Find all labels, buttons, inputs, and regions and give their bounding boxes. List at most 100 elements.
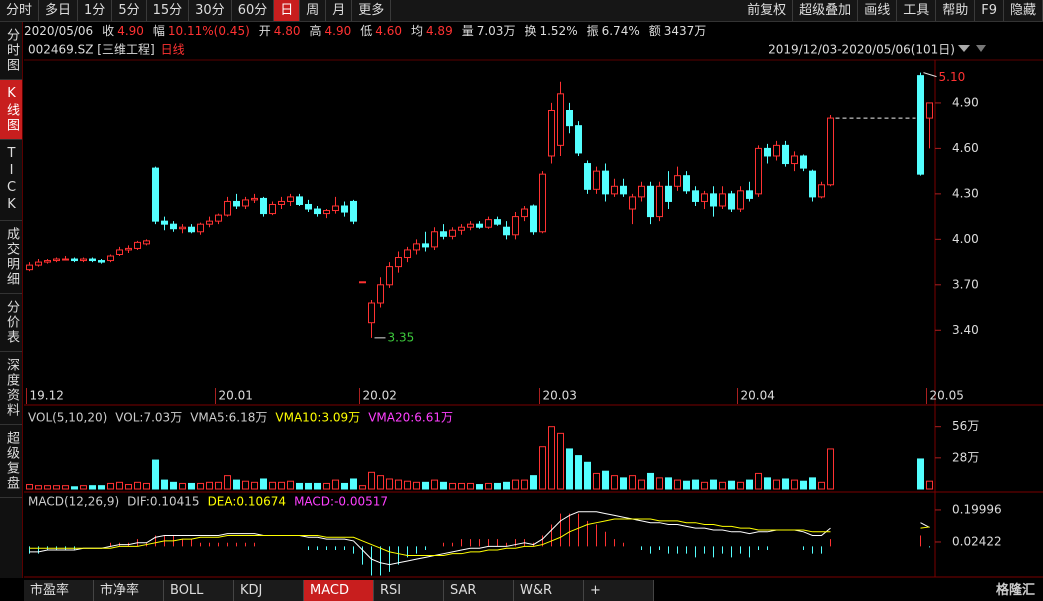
volume-bar (395, 479, 402, 490)
volume-bar (521, 479, 528, 490)
candle-body (737, 190, 744, 210)
tool-buttons: 前复权 超级叠加 画线 工具 帮助 F9 隐藏 (741, 0, 1043, 21)
candle-body (206, 220, 213, 225)
candle-body (242, 199, 249, 207)
indicator-tab[interactable]: SAR (444, 580, 514, 601)
candle-body (53, 258, 60, 262)
volume-bar (98, 485, 105, 490)
indicator-tab[interactable]: 市净率 (94, 580, 164, 601)
volume-bar (359, 485, 366, 490)
indicator-tab[interactable]: W&R (514, 580, 584, 601)
x-tick-label: 19.12 (30, 389, 64, 403)
range-icon[interactable] (976, 45, 986, 52)
indicator-tab[interactable]: MACD (304, 580, 374, 601)
candle-body (719, 193, 726, 207)
sidebar-tab[interactable]: 分时图 (0, 22, 22, 80)
toolbar-button[interactable]: 前复权 (741, 0, 794, 21)
sidebar-tab[interactable]: TICK (0, 140, 22, 221)
candle-body (683, 175, 690, 192)
toolbar-button[interactable]: 帮助 (936, 0, 976, 21)
legend-item: DEA:0.10674 (208, 495, 287, 509)
candle-body (800, 155, 807, 169)
sidebar-tab[interactable]: 超级复盘 (0, 425, 22, 498)
toolbar-button[interactable]: 工具 (897, 0, 937, 21)
candle-body (368, 302, 375, 324)
volume-bar (251, 481, 258, 490)
toolbar-button[interactable]: 分时 (0, 0, 40, 21)
candle-body (323, 210, 330, 215)
toolbar-button[interactable]: 多日 (39, 0, 79, 21)
volume-bar (800, 480, 807, 490)
y-tick-label: 3.70 (952, 277, 979, 291)
indicator-tab[interactable]: RSI (374, 580, 444, 601)
volume-bar (170, 481, 177, 490)
candle-body (629, 196, 636, 210)
candle-body (521, 208, 528, 218)
volume-bar (692, 479, 699, 490)
candle-body (350, 200, 357, 222)
toolbar-button[interactable]: 日 (274, 0, 301, 21)
candle-body (773, 144, 780, 157)
candle-body (386, 266, 393, 286)
candle-body (476, 223, 483, 228)
sidebar-tab[interactable]: 成交明细 (0, 221, 22, 294)
dea-line (29, 518, 930, 556)
volume-bar (638, 479, 645, 490)
y-tick-label: 0.02422 (952, 534, 1002, 548)
volume-bar (584, 461, 591, 490)
range-dropdown[interactable] (958, 45, 970, 52)
volume-bar (89, 485, 96, 490)
period-label: 日线 (161, 43, 185, 57)
quote-value: 1.52% (539, 24, 578, 38)
indicator-tabs: 市盈率 市净率 BOLL KDJ MACD RSI SAR W&R + (24, 580, 654, 601)
period-buttons: 分时 多日 1分 5分 15分 30分 60分日周月更多 (0, 0, 392, 21)
toolbar-button[interactable]: 画线 (858, 0, 898, 21)
volume-bar (719, 481, 726, 490)
candle-body (260, 197, 267, 215)
indicator-tab[interactable]: BOLL (164, 580, 234, 601)
candle-body (746, 190, 753, 199)
quote-label: 额 (648, 24, 661, 38)
indicator-tab[interactable]: KDJ (234, 580, 304, 601)
toolbar-button[interactable]: 月 (326, 0, 353, 21)
quote-label: 均 (410, 24, 423, 38)
x-tick-label: 20.03 (543, 389, 577, 403)
volume-bar (116, 481, 123, 490)
volume-bar (701, 481, 708, 490)
volume-bar (548, 426, 555, 490)
volume-bar (233, 479, 240, 490)
volume-bar (485, 482, 492, 490)
toolbar-button[interactable]: 15分 (147, 0, 190, 21)
candle-body (152, 167, 159, 222)
y-tick-label: 4.60 (952, 141, 979, 155)
volume-bar (323, 482, 330, 490)
toolbar-button[interactable]: 超级叠加 (793, 0, 859, 21)
volume-bar (512, 479, 519, 490)
quote-label: 幅 (152, 24, 165, 38)
sidebar-tab[interactable]: 深度资料 (0, 352, 22, 425)
volume-bar (107, 482, 114, 490)
toolbar-button[interactable]: 更多 (352, 0, 392, 21)
toolbar-button[interactable]: 30分 (189, 0, 232, 21)
candle-body (917, 75, 924, 175)
toolbar-button[interactable]: F9 (975, 0, 1004, 21)
toolbar-button[interactable]: 周 (300, 0, 327, 21)
toolbar-button[interactable]: 隐藏 (1004, 0, 1043, 21)
candle-body (926, 102, 933, 119)
volume-bar (647, 472, 654, 490)
indicator-tab[interactable]: + (584, 580, 654, 601)
volume-bar (791, 479, 798, 490)
sidebar-tab[interactable]: 分价表 (0, 294, 22, 352)
sidebar-tab[interactable]: K线图 (0, 80, 22, 140)
toolbar-button[interactable]: 1分 (78, 0, 113, 21)
indicator-tab[interactable]: 市盈率 (24, 580, 94, 601)
volume-bar (449, 482, 456, 490)
toolbar-button[interactable]: 60分 (232, 0, 275, 21)
candle-body (665, 185, 672, 202)
toolbar-button[interactable]: 5分 (112, 0, 147, 21)
candle-body (449, 229, 456, 237)
quote-value: 4.90 (324, 24, 352, 38)
candle-body (593, 170, 600, 190)
volume-bar (431, 479, 438, 490)
